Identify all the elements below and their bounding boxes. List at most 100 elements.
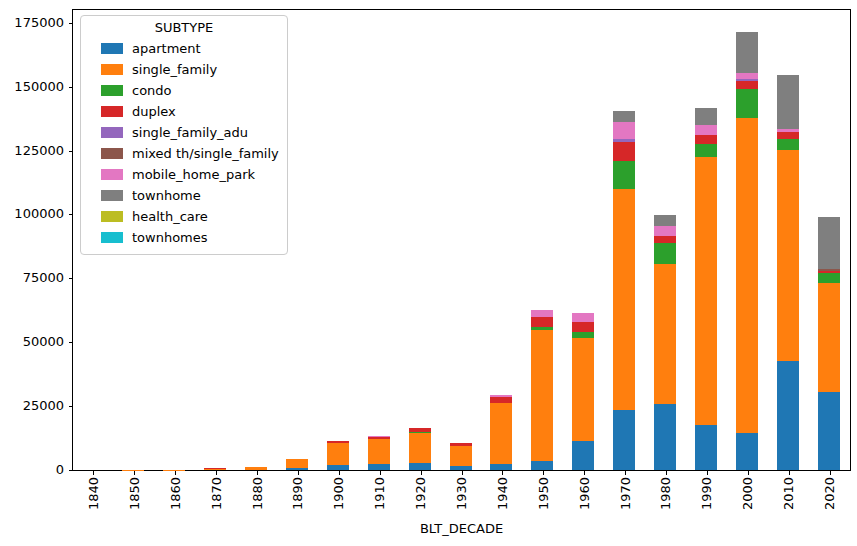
legend-swatch-icon (101, 211, 123, 222)
y-tick-label: 25000 (0, 399, 64, 413)
legend-label: apartment (132, 41, 201, 56)
legend-item: single_family (89, 59, 279, 80)
bar-segment-single-family-1930 (450, 446, 472, 466)
bar-segment-mobile-home-park-1990 (695, 125, 717, 135)
x-tick-label: 2000 (740, 477, 755, 510)
y-tick-mark (69, 278, 73, 279)
bar-segment-condo-1920 (409, 432, 431, 434)
legend-label: health_care (132, 209, 208, 224)
x-tick-mark (298, 471, 299, 475)
y-tick-mark (69, 342, 73, 343)
bar-segment-duplex-2000 (736, 81, 758, 89)
bar-segment-condo-1980 (654, 243, 676, 265)
x-tick-label: 1890 (290, 477, 305, 510)
legend-label: mobile_home_park (132, 167, 255, 182)
x-tick-mark (625, 471, 626, 475)
x-tick-mark (175, 471, 176, 475)
bar-segment-mobile-home-park-1980 (654, 226, 676, 236)
legend-swatch-icon (101, 232, 123, 243)
x-tick-label: 1870 (209, 477, 224, 510)
x-tick-label: 1980 (658, 477, 673, 510)
x-tick-label: 1920 (413, 477, 428, 510)
y-tick-mark (69, 151, 73, 152)
bar-segment-single-family-1940 (490, 403, 512, 464)
legend-label: condo (132, 83, 172, 98)
legend-item: townhome (89, 185, 279, 206)
legend-label: single_family (132, 62, 217, 77)
x-tick-mark (584, 471, 585, 475)
y-tick-mark (69, 23, 73, 24)
bar-segment-apartment-1940 (490, 464, 512, 470)
legend-item: condo (89, 80, 279, 101)
x-tick-mark (93, 471, 94, 475)
legend-swatch-icon (101, 169, 123, 180)
bar-segment-condo-1950 (531, 327, 553, 330)
bar-segment-duplex-1920 (409, 428, 431, 432)
x-tick-label: 1990 (699, 477, 714, 510)
bar-segment-single-family-1960 (572, 338, 594, 440)
legend-label: duplex (132, 104, 176, 119)
x-tick-mark (748, 471, 749, 475)
legend-label: townhome (132, 188, 201, 203)
y-tick-label: 100000 (0, 207, 64, 221)
bar-segment-apartment-1900 (327, 465, 349, 470)
x-tick-label: 1840 (86, 477, 101, 510)
y-tick-mark (69, 214, 73, 215)
bar-segment-condo-2000 (736, 89, 758, 117)
bar-segment-townhome-1970 (613, 111, 635, 122)
bar-segment-duplex-1970 (613, 142, 635, 161)
y-tick-label: 150000 (0, 80, 64, 94)
bar-segment-single-family-1980 (654, 264, 676, 404)
bar-segment-mobile-home-park-1960 (572, 313, 594, 321)
x-tick-mark (339, 471, 340, 475)
x-tick-mark (216, 471, 217, 475)
bar-segment-single-family-1900 (327, 443, 349, 464)
bar-segment-condo-2020 (818, 273, 840, 282)
x-tick-label: 1960 (577, 477, 592, 510)
bar-segment-single-family-1870 (204, 469, 226, 470)
bar-segment-mobile-home-park-1940 (490, 395, 512, 398)
x-tick-mark (134, 471, 135, 475)
figure: SUBTYPE apartmentsingle_familycondoduple… (0, 0, 857, 546)
x-tick-label: 1850 (127, 477, 142, 510)
x-tick-label: 2020 (822, 477, 837, 510)
legend-items: apartment single_familycondo duplex single_… (89, 38, 279, 248)
x-tick-label: 2010 (781, 477, 796, 510)
x-tick-label: 1950 (536, 477, 551, 510)
x-tick-mark (380, 471, 381, 475)
bar-segment-apartment-1980 (654, 404, 676, 470)
bar-segment-apartment-1910 (368, 464, 390, 470)
legend-label: single_family_adu (132, 125, 248, 140)
legend-label: mixed th/single_family (132, 146, 279, 161)
bar-segment-single-family-2010 (777, 150, 799, 361)
bar-segment-single-family-1990 (695, 157, 717, 425)
bar-segment-townhome-1990 (695, 108, 717, 125)
bar-segment-single-family-1910 (368, 439, 390, 464)
bar-segment-single-family-1880 (245, 467, 267, 470)
x-tick-label: 1910 (372, 477, 387, 510)
y-tick-label: 125000 (0, 144, 64, 158)
bar-segment-condo-1960 (572, 332, 594, 339)
bar-segment-apartment-1930 (450, 466, 472, 470)
bar-segment-townhome-2000 (736, 32, 758, 74)
bar-segment-duplex-1960 (572, 322, 594, 332)
x-tick-label: 1940 (495, 477, 510, 510)
bar-segment-single-family-1920 (409, 433, 431, 463)
bar-segment-condo-2010 (777, 139, 799, 150)
bar-segment-duplex-1950 (531, 317, 553, 327)
bar-segment-duplex-2020 (818, 271, 840, 273)
bar-segment-townhome-2010 (777, 75, 799, 129)
bar-segment-duplex-1930 (450, 443, 472, 446)
x-tick-mark (830, 471, 831, 475)
legend-swatch-icon (101, 127, 123, 138)
bar-segment-single-family-1970 (613, 189, 635, 410)
bar-segment-single-family-2000 (736, 118, 758, 433)
bar-segment-apartment-2000 (736, 433, 758, 470)
bar-segment-apartment-1950 (531, 461, 553, 470)
legend-swatch-icon (101, 148, 123, 159)
bar-segment-mobile-home-park-1910 (368, 436, 390, 437)
legend-item: duplex (89, 101, 279, 122)
x-tick-label: 1880 (250, 477, 265, 510)
legend-label: townhomes (132, 230, 208, 245)
bar-segment-mobile-home-park-1970 (613, 122, 635, 140)
